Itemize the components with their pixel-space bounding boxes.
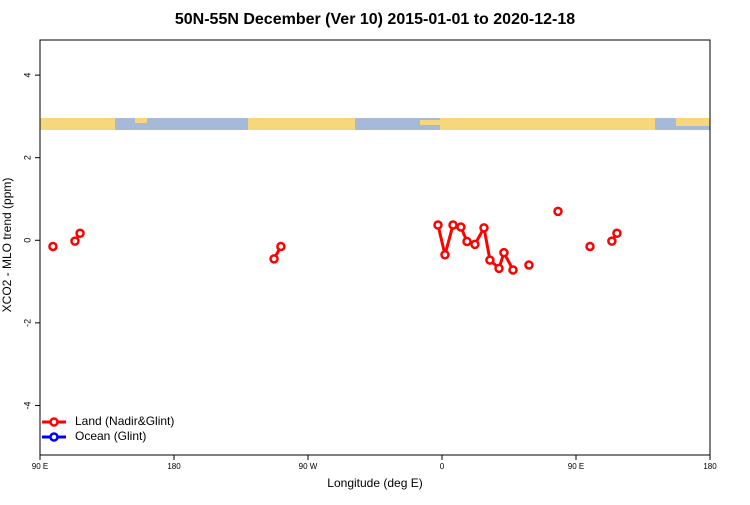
data-point (585, 241, 595, 252)
data-point (48, 241, 58, 252)
x-axis-label: Longitude (deg E) (327, 476, 422, 490)
legend-label: Land (Nadir&Glint) (75, 414, 174, 428)
data-point (470, 239, 480, 250)
data-point (440, 249, 450, 260)
x-tick-label: 90 W (299, 462, 318, 471)
data-point (479, 223, 489, 233)
data-point (433, 220, 443, 230)
x-tick-label: 180 (703, 462, 717, 471)
data-point (70, 236, 80, 246)
x-tick-label: 90 E (32, 462, 48, 471)
data-line (73, 223, 619, 272)
data-point (269, 254, 279, 264)
data-point (494, 263, 504, 274)
data-point (448, 220, 458, 230)
x-tick-label: 90 E (568, 462, 584, 471)
data-point (607, 236, 617, 246)
y-tick-label: -2 (22, 319, 32, 327)
y-tick-label: 2 (22, 155, 32, 160)
data-point (553, 206, 563, 217)
data-point (456, 222, 466, 232)
y-tick-label: 0 (22, 238, 32, 243)
data-point (508, 265, 518, 275)
data-point (462, 236, 472, 247)
data-point (499, 247, 509, 258)
chart-title: 50N-55N December (Ver 10) 2015-01-01 to … (175, 11, 575, 28)
data-point (524, 260, 534, 270)
data-point (75, 228, 85, 239)
legend-label: Ocean (Glint) (75, 429, 146, 443)
plot-frame (39, 39, 711, 456)
data-point (276, 241, 286, 252)
data-point (485, 255, 495, 265)
legend-marker (49, 432, 59, 442)
data-point (612, 228, 622, 239)
x-tick-label: 0 (440, 462, 445, 471)
y-tick-label: -4 (22, 401, 32, 409)
map-strip (40, 118, 710, 130)
y-axis-label: XCO2 - MLO trend (ppm) (0, 178, 14, 313)
y-tick-label: 4 (22, 73, 32, 78)
legend-marker (49, 417, 59, 427)
x-tick-label: 180 (167, 462, 181, 471)
